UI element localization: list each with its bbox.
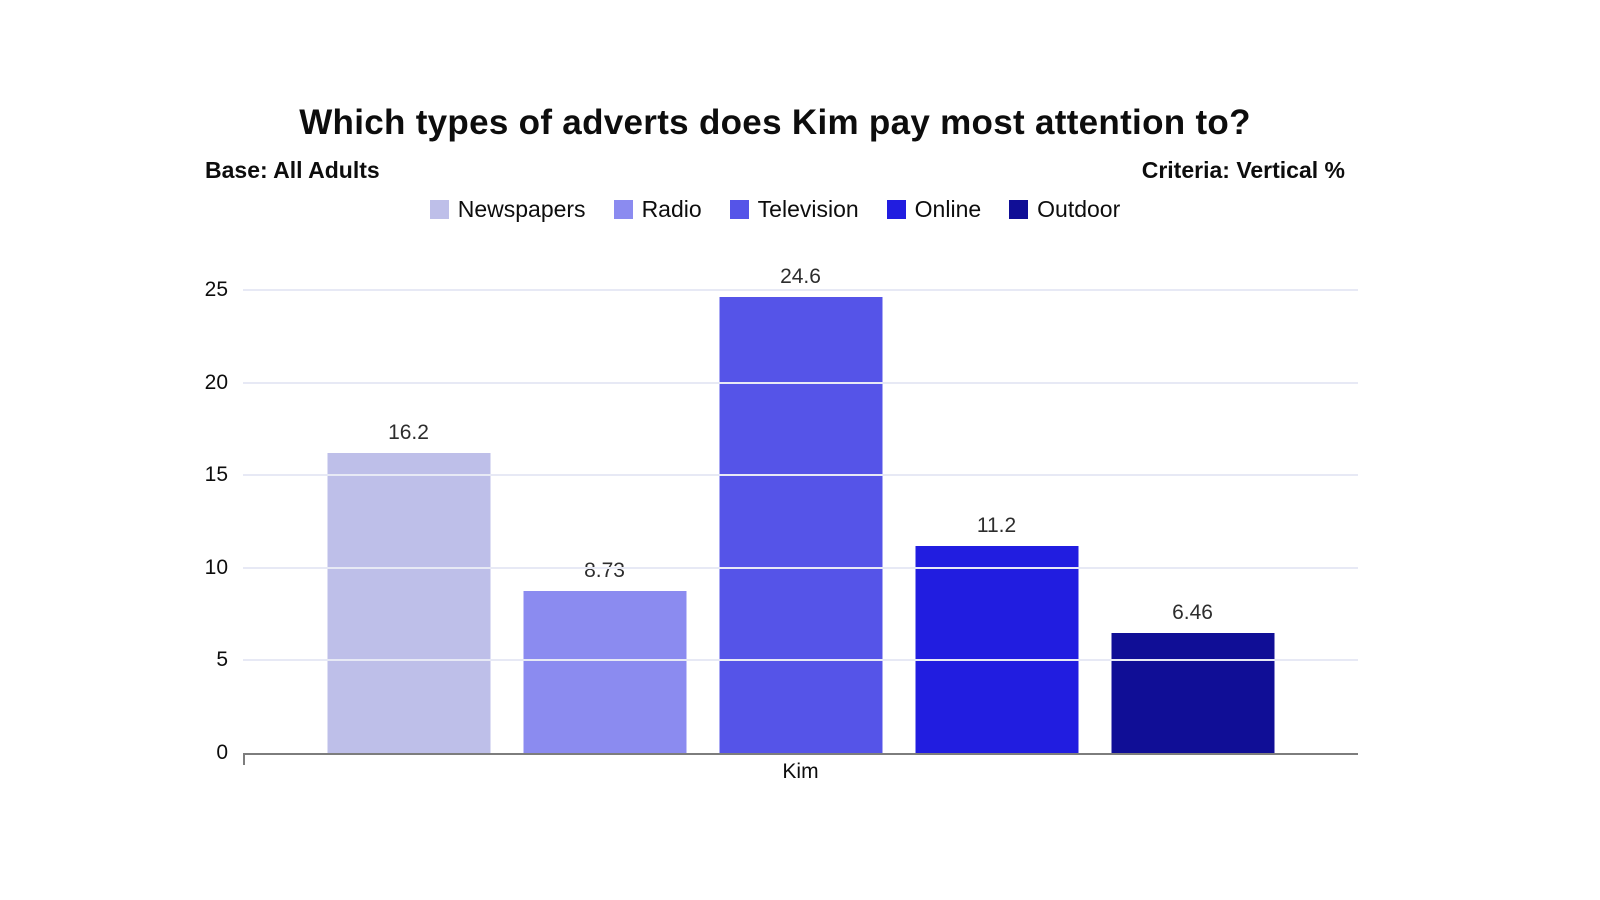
legend-item-outdoor: Outdoor [1009,196,1120,223]
legend-label: Radio [641,196,702,222]
bar-value-label: 24.6 [780,265,821,289]
legend-swatch-icon [429,200,449,219]
chart-subheader: Base: All Adults Criteria: Vertical % [205,157,1345,184]
legend-label: Newspapers [457,196,586,222]
x-axis-category-label: Kim [782,760,819,783]
gridline [243,566,1358,569]
bar-value-label: 16.2 [388,420,429,444]
bar-slot-radio: 8.73 [523,559,686,753]
bar-value-label: 11.2 [976,513,1017,537]
legend-swatch-icon [886,200,906,219]
bar-value-label: 8.73 [584,559,625,583]
bar-slot-television: 24.6 [719,265,882,753]
legend-label: Outdoor [1037,196,1121,222]
legend: Newspapers Radio Television Online Outdoor [205,196,1345,223]
bar-slot-outdoor: 6.46 [1111,601,1274,753]
bar-outdoor [1111,633,1274,753]
y-axis-tick-label: 0 [216,741,228,764]
bar-radio [523,591,686,753]
gridline [243,474,1358,477]
criteria-label: Criteria: Vertical % [1141,157,1345,183]
legend-label: Television [757,196,859,222]
bar-slot-newspapers: 16.2 [327,421,490,753]
gridline [243,659,1358,662]
legend-swatch-icon [613,200,633,219]
legend-item-radio: Radio [613,196,702,223]
legend-item-newspapers: Newspapers [429,196,586,223]
legend-item-online: Online [886,196,982,223]
bar-group: 16.2 8.73 24.6 11.2 6.46 [327,265,1274,753]
chart-title: Which types of adverts does Kim pay most… [299,103,1251,142]
legend-swatch-icon [1009,200,1029,219]
y-axis-tick-label: 25 [204,278,228,301]
bar-newspapers [327,452,490,753]
bar-slot-online: 11.2 [915,514,1078,753]
y-axis-tick-label: 5 [216,648,228,672]
gridline [243,289,1358,291]
plot-area: 16.2 8.73 24.6 11.2 6.46 0 5 10 15 20 25 [205,265,1358,765]
legend-swatch-icon [729,200,749,219]
y-axis-tick-label: 10 [204,555,228,579]
origin-tick [243,753,245,765]
gridline [243,381,1358,384]
y-axis-tick-label: 20 [204,370,228,394]
bar-online [915,545,1078,753]
legend-item-television: Television [729,196,859,223]
y-axis-tick-label: 15 [204,463,228,487]
bar-value-label: 6.46 [1172,601,1213,625]
bar-television [719,297,882,753]
base-label: Base: All Adults [205,157,380,183]
legend-label: Online [914,196,982,222]
